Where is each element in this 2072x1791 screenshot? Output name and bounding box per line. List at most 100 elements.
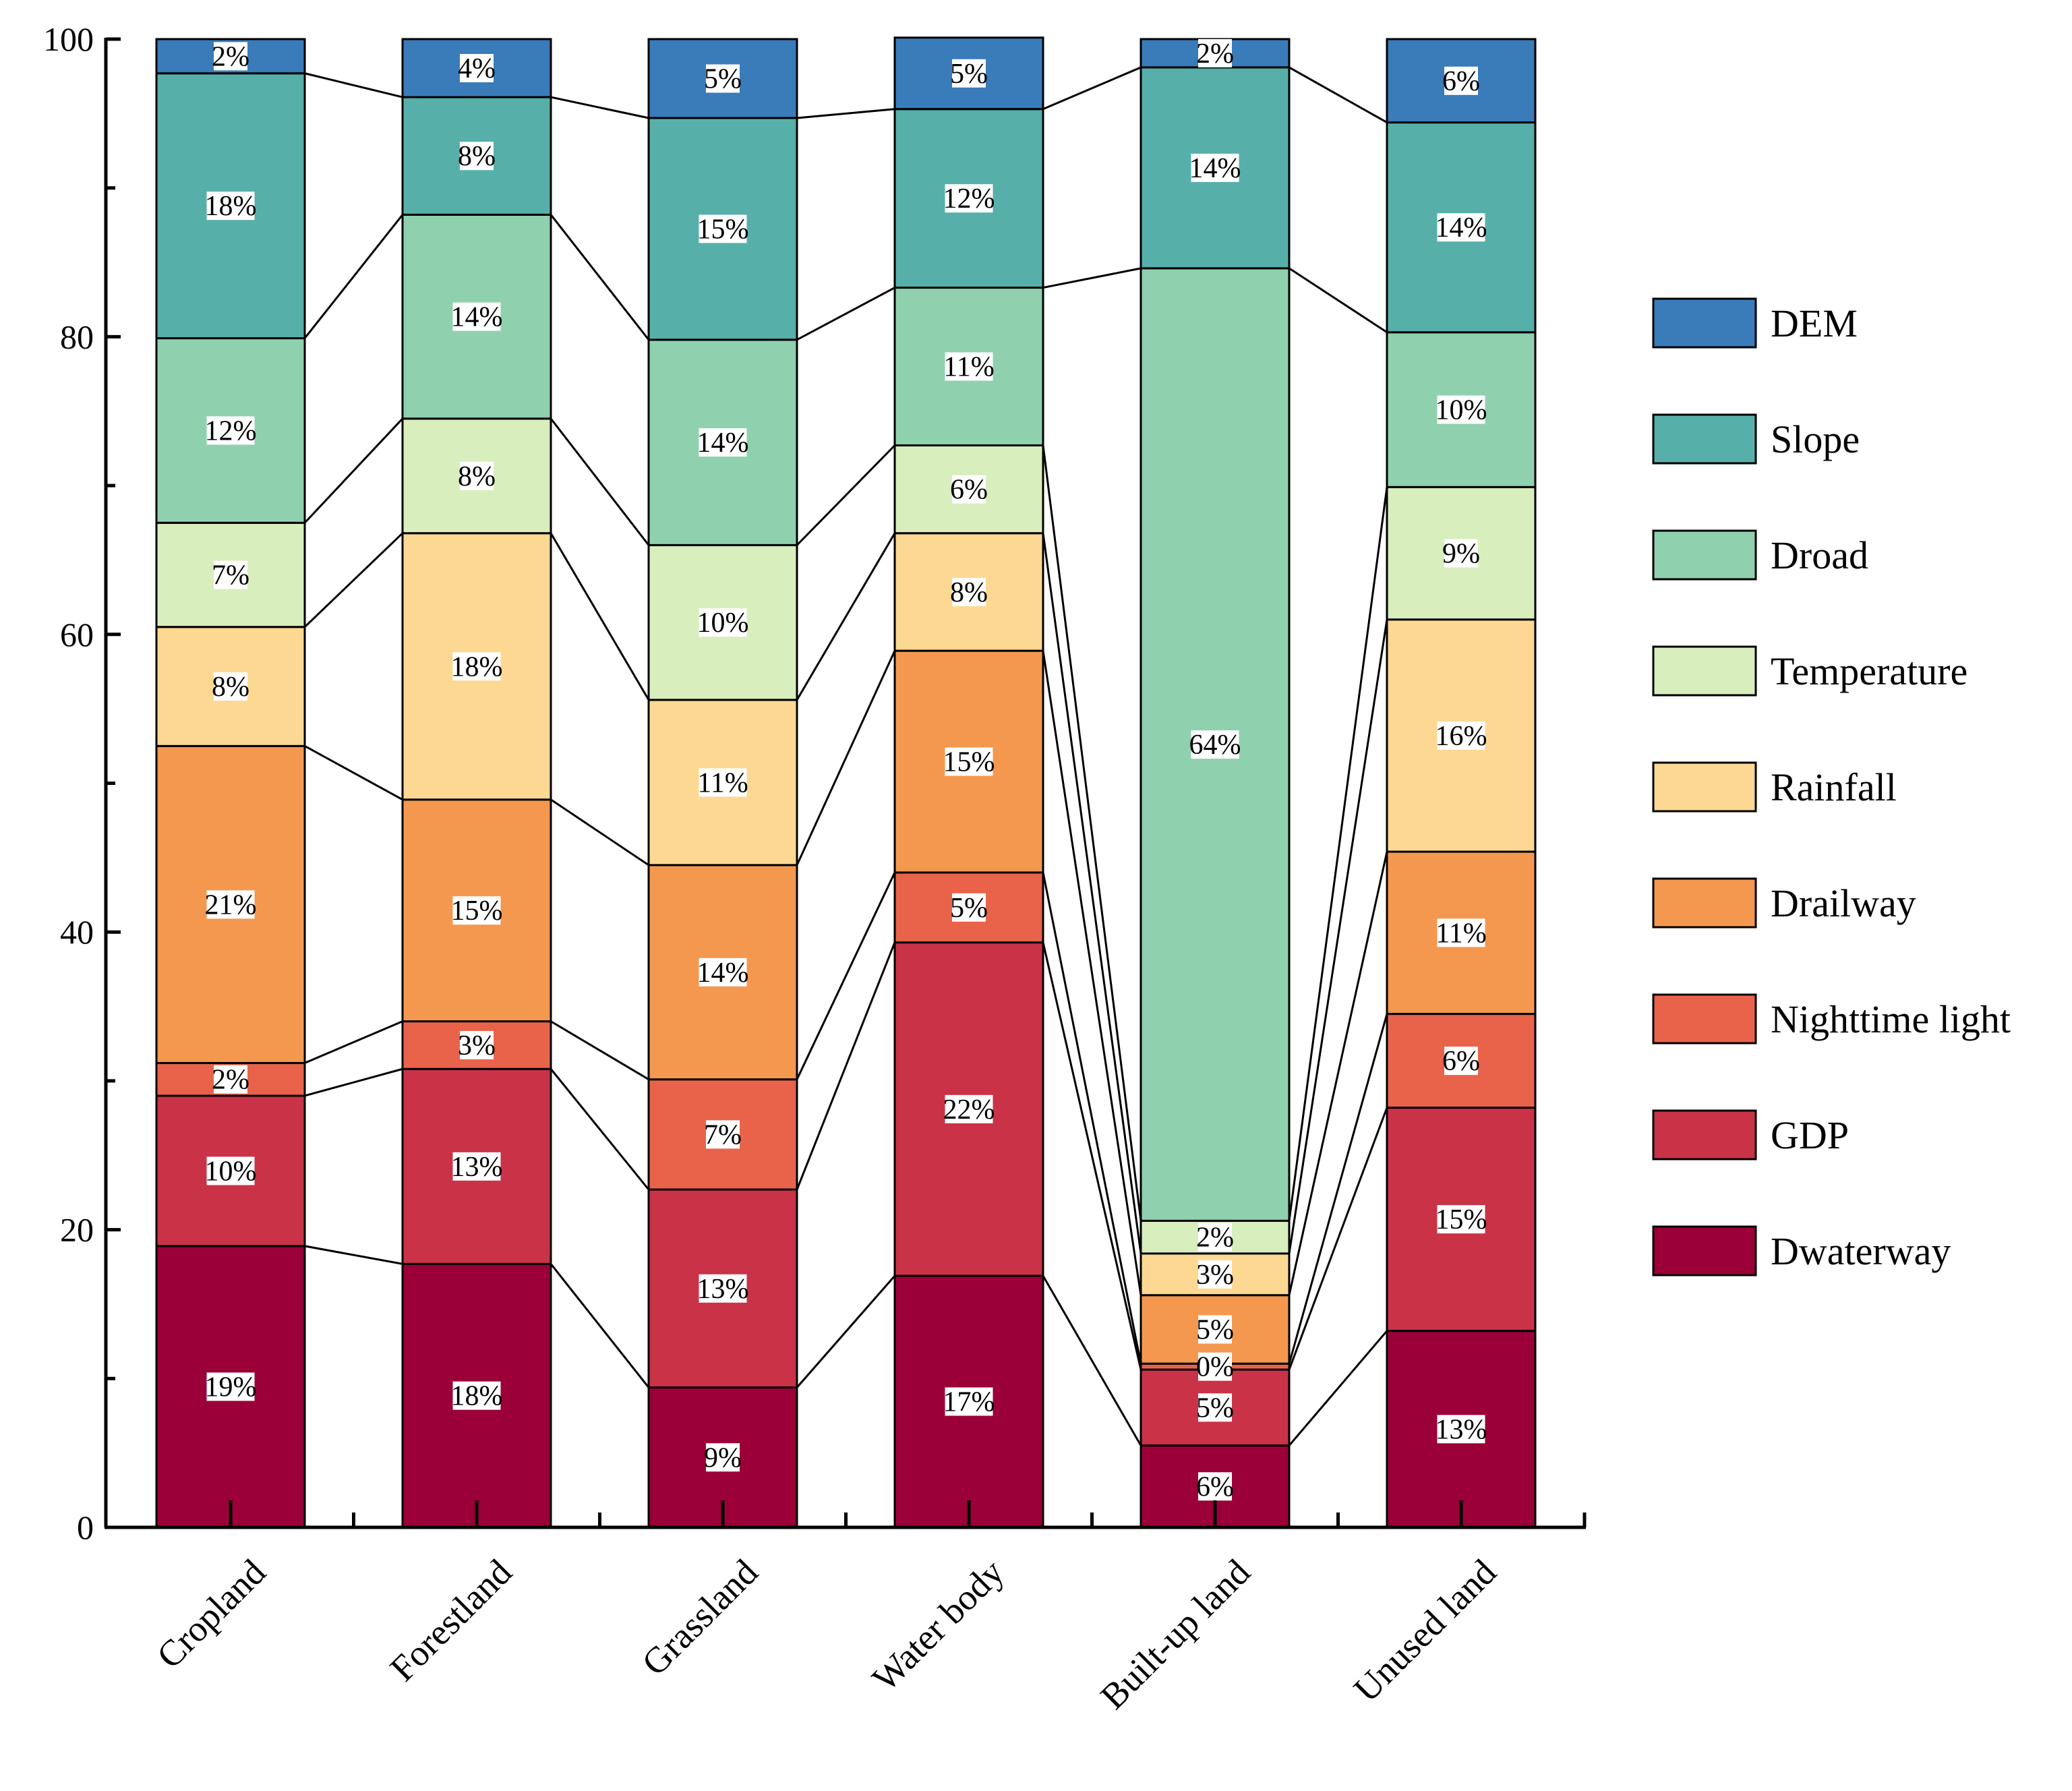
data-label-droad-unused-land: 10%	[1435, 395, 1487, 426]
legend-label-slope: Slope	[1771, 417, 1860, 461]
data-label-bg	[706, 1120, 740, 1149]
data-label-slope-unused-land: 14%	[1435, 212, 1487, 243]
connector-line	[550, 214, 650, 341]
data-label-gdp-water-body: 22%	[943, 1094, 995, 1125]
data-label-nighttime-light-unused-land: 6%	[1442, 1046, 1480, 1077]
data-label-temperature-grassland: 10%	[697, 608, 749, 639]
legend: DEM Slope Droad Temperature Rainfall Drailway…	[1652, 297, 2011, 1276]
data-label-dwaterway-unused-land: 13%	[1435, 1414, 1487, 1445]
data-label-bg	[952, 59, 986, 88]
data-label-bg	[460, 142, 494, 171]
legend-label-temperature: Temperature	[1771, 649, 1967, 693]
connector-line	[1288, 619, 1388, 1254]
data-label-temperature-water-body: 6%	[950, 475, 988, 506]
data-label-bg	[1437, 395, 1485, 424]
data-label-bg	[706, 64, 740, 93]
connector-line	[796, 444, 896, 546]
data-label-bg	[945, 1094, 993, 1123]
x-category-label-forestland: Forestland	[382, 1552, 520, 1689]
y-tick-label: 40	[60, 913, 94, 951]
legend-swatch-drailway	[1652, 877, 1757, 929]
connector-line	[796, 650, 896, 866]
connector-line	[304, 72, 403, 98]
connector-line	[550, 798, 649, 867]
connector-line	[796, 872, 896, 1080]
connector-line	[550, 1263, 650, 1388]
data-label-drailway-forestland: 15%	[451, 896, 503, 927]
data-label-bg	[214, 672, 247, 701]
x-category-label-grassland: Grassland	[634, 1552, 765, 1683]
connector-line	[550, 532, 650, 701]
data-label-bg	[699, 428, 747, 457]
data-label-rainfall-water-body: 8%	[950, 577, 988, 608]
connector-line	[304, 745, 403, 801]
connector-line	[304, 1067, 403, 1097]
legend-swatch-droad	[1652, 529, 1757, 581]
data-label-bg	[206, 890, 255, 919]
data-label-rainfall-grassland: 11%	[697, 767, 748, 798]
data-label-bg	[1198, 38, 1232, 67]
connector-line	[1042, 1275, 1142, 1446]
x-category-label-cropland: Cropland	[149, 1552, 274, 1676]
data-label-temperature-cropland: 7%	[212, 560, 249, 591]
data-label-bg	[699, 768, 747, 797]
data-label-bg	[460, 54, 494, 83]
connector-line	[550, 1068, 650, 1190]
data-label-bg	[1444, 1047, 1478, 1076]
data-label-gdp-unused-land: 15%	[1435, 1204, 1487, 1235]
data-label-dwaterway-cropland: 19%	[205, 1372, 257, 1403]
legend-label-droad: Droad	[1771, 533, 1868, 577]
x-category-label-built-up-land: Built-up land	[1092, 1552, 1257, 1717]
data-label-dem-grassland: 5%	[704, 63, 742, 94]
data-label-bg	[460, 1030, 494, 1059]
bars	[155, 36, 1537, 1529]
connector-line	[1042, 66, 1142, 111]
data-label-bg	[699, 608, 747, 637]
connector-line	[796, 108, 895, 119]
data-label-dem-water-body: 5%	[950, 59, 988, 90]
data-label-temperature-forestland: 8%	[458, 461, 496, 492]
data-label-bg	[1437, 213, 1485, 242]
data-label-gdp-forestland: 13%	[451, 1152, 503, 1183]
legend-swatch-dwaterway	[1652, 1225, 1757, 1276]
data-label-bg	[460, 461, 494, 490]
data-label-bg	[452, 896, 501, 925]
data-label-bg	[1437, 918, 1485, 947]
data-label-temperature-unused-land: 9%	[1442, 539, 1480, 570]
legend-swatch-nighttime-light	[1652, 993, 1757, 1045]
data-label-bg	[1198, 1472, 1232, 1501]
data-label-gdp-grassland: 13%	[697, 1274, 749, 1305]
connector-line	[796, 1275, 896, 1388]
data-label-bg	[1437, 721, 1485, 750]
data-label-bg	[706, 1443, 740, 1472]
data-label-bg	[945, 1387, 993, 1416]
data-label-slope-water-body: 12%	[943, 183, 995, 214]
data-label-bg	[945, 747, 993, 776]
data-label-bg	[952, 475, 986, 504]
legend-swatch-gdp	[1652, 1109, 1757, 1161]
data-label-rainfall-cropland: 8%	[212, 672, 249, 703]
data-label-drailway-unused-land: 11%	[1435, 918, 1486, 949]
data-label-bg	[1191, 153, 1239, 182]
data-label-bg	[206, 192, 255, 221]
data-label-bg	[1198, 1352, 1232, 1381]
data-label-bg	[1198, 1315, 1232, 1344]
data-label-dwaterway-built-up-land: 6%	[1196, 1471, 1234, 1502]
data-label-nighttime-light-cropland: 2%	[212, 1065, 249, 1096]
y-tick-label: 80	[60, 318, 94, 355]
legend-swatch-dem	[1652, 297, 1757, 349]
legend-label-gdp: GDP	[1771, 1113, 1849, 1157]
y-tick-label: 60	[60, 616, 94, 653]
data-label-slope-forestland: 8%	[458, 141, 496, 172]
data-label-drailway-water-body: 15%	[943, 746, 995, 777]
bar-gdp-cropland	[155, 1094, 306, 1247]
connector-line	[1042, 650, 1142, 1295]
data-label-bg	[952, 893, 986, 922]
connector-line	[1288, 487, 1388, 1221]
data-label-bg	[945, 184, 993, 213]
connector-line	[303, 214, 404, 339]
legend-swatch-slope	[1652, 413, 1757, 465]
data-label-bg	[206, 1156, 255, 1185]
data-label-bg	[206, 1372, 255, 1401]
connector-line	[1288, 1107, 1388, 1370]
